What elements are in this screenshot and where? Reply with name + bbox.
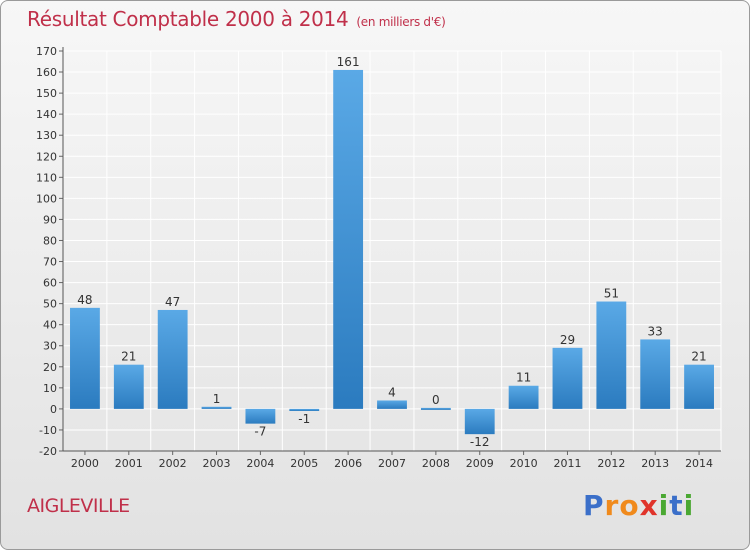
y-tick-label: 40 bbox=[43, 319, 57, 332]
bar bbox=[464, 408, 495, 435]
x-tick-label: 2011 bbox=[553, 457, 581, 470]
x-tick-label: 2013 bbox=[641, 457, 669, 470]
data-label: 0 bbox=[432, 393, 440, 407]
bar bbox=[70, 307, 100, 409]
data-label: 21 bbox=[121, 350, 136, 364]
bar bbox=[157, 309, 188, 409]
x-tick-label: 2009 bbox=[466, 457, 494, 470]
bar bbox=[684, 364, 714, 409]
logo-letter: P bbox=[583, 489, 605, 522]
logo-letter: i bbox=[683, 489, 695, 522]
chart-title: Résultat Comptable 2000 à 2014 bbox=[27, 7, 349, 31]
x-tick-label: 2004 bbox=[246, 457, 274, 470]
chart-subtitle: (en milliers d'€) bbox=[356, 15, 446, 29]
y-tick-label: 90 bbox=[43, 213, 57, 226]
x-tick-label: 2010 bbox=[510, 457, 538, 470]
y-tick-label: 30 bbox=[43, 340, 57, 353]
y-tick-label: 140 bbox=[36, 108, 57, 121]
y-tick-label: 120 bbox=[36, 150, 57, 163]
data-label: -7 bbox=[254, 425, 266, 439]
place-name: AIGLEVILLE bbox=[27, 495, 130, 517]
x-tick-label: 2007 bbox=[378, 457, 406, 470]
bar bbox=[289, 408, 320, 411]
data-label: 1 bbox=[213, 392, 221, 406]
data-label: 21 bbox=[691, 350, 706, 364]
y-tick-label: 80 bbox=[43, 234, 57, 247]
bar bbox=[640, 339, 671, 409]
data-label: 47 bbox=[165, 295, 180, 309]
x-tick-label: 2006 bbox=[334, 457, 362, 470]
y-tick-label: 150 bbox=[36, 87, 57, 100]
y-tick-label: -10 bbox=[39, 424, 57, 437]
logo-letter: i bbox=[658, 489, 670, 522]
bar bbox=[333, 69, 364, 409]
data-label: 33 bbox=[648, 324, 663, 338]
y-tick-label: 100 bbox=[36, 192, 57, 205]
bar bbox=[245, 408, 276, 424]
y-tick-label: 50 bbox=[43, 298, 57, 311]
y-tick-label: -20 bbox=[39, 445, 57, 458]
y-tick-label: 0 bbox=[50, 403, 57, 416]
x-tick-label: 2003 bbox=[203, 457, 231, 470]
logo-letter: o bbox=[619, 489, 640, 522]
data-label: 161 bbox=[337, 55, 360, 69]
y-tick-label: 60 bbox=[43, 277, 57, 290]
x-tick-label: 2000 bbox=[71, 457, 99, 470]
data-label: -12 bbox=[470, 435, 490, 449]
y-tick-label: 70 bbox=[43, 256, 57, 269]
x-tick-label: 2012 bbox=[597, 457, 625, 470]
proxiti-logo: Proxiti bbox=[583, 489, 694, 522]
y-tick-label: 130 bbox=[36, 129, 57, 142]
logo-letter: r bbox=[604, 489, 620, 522]
logo-letter: t bbox=[669, 489, 684, 522]
y-tick-label: 160 bbox=[36, 66, 57, 79]
logo-letter: x bbox=[639, 489, 659, 522]
data-label: -1 bbox=[298, 412, 310, 426]
data-label: 11 bbox=[516, 371, 531, 385]
x-tick-label: 2014 bbox=[685, 457, 713, 470]
data-label: 4 bbox=[388, 385, 396, 399]
x-tick-label: 2001 bbox=[115, 457, 143, 470]
x-tick-label: 2005 bbox=[290, 457, 318, 470]
y-tick-label: 10 bbox=[43, 382, 57, 395]
y-tick-label: 110 bbox=[36, 171, 57, 184]
bar bbox=[377, 400, 407, 409]
bar bbox=[596, 301, 627, 409]
data-label: 48 bbox=[77, 293, 92, 307]
bar bbox=[201, 406, 232, 409]
x-tick-label: 2002 bbox=[159, 457, 187, 470]
x-tick-label: 2008 bbox=[422, 457, 450, 470]
y-tick-label: 170 bbox=[36, 45, 57, 58]
bar bbox=[113, 364, 144, 409]
bar bbox=[420, 407, 451, 410]
y-tick-label: 20 bbox=[43, 361, 57, 374]
chart-title-block: Résultat Comptable 2000 à 2014 (en millie… bbox=[27, 7, 446, 31]
data-label: 29 bbox=[560, 333, 575, 347]
bar bbox=[508, 385, 539, 409]
data-label: 51 bbox=[604, 287, 619, 301]
bar bbox=[552, 347, 583, 409]
